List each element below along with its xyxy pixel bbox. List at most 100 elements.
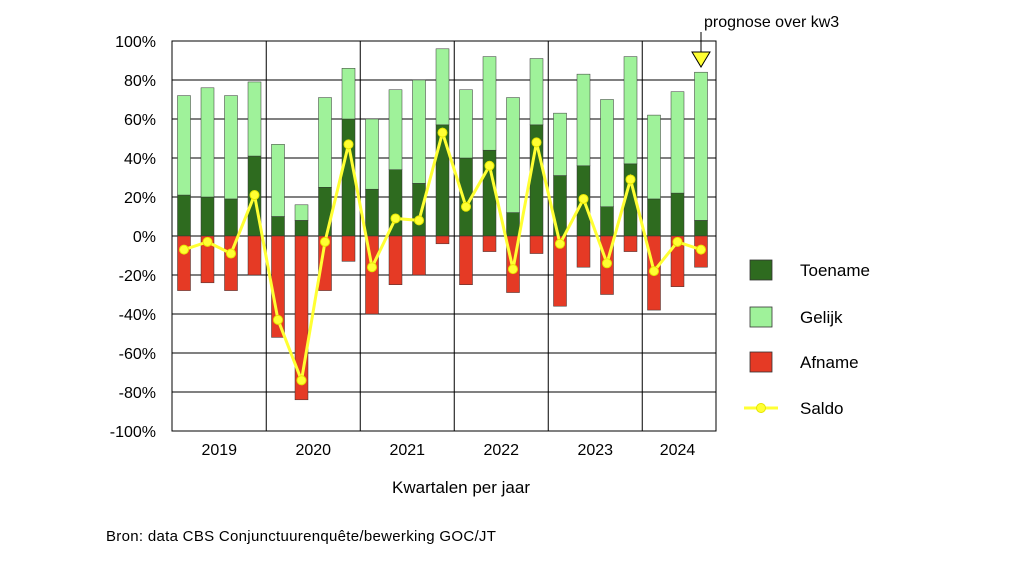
bar-toename bbox=[670, 192, 685, 237]
legend-swatch bbox=[749, 351, 773, 373]
bar-toename bbox=[647, 198, 661, 237]
bar-afname bbox=[412, 235, 426, 276]
saldo-point bbox=[531, 137, 542, 148]
saldo-point bbox=[672, 236, 683, 247]
source-note: Bron: data CBS Conjunctuurenquête/bewerk… bbox=[106, 528, 496, 545]
bar-toename bbox=[177, 194, 191, 237]
y-tick-label: 80% bbox=[124, 73, 156, 90]
bar-gelijk bbox=[435, 48, 450, 126]
saldo-point bbox=[414, 215, 424, 226]
y-tick-label: 20% bbox=[124, 190, 156, 207]
bar-gelijk bbox=[365, 118, 379, 190]
y-tick-label: 40% bbox=[124, 151, 156, 168]
saldo-point bbox=[649, 266, 659, 277]
annotation-text: prognose over kw3 bbox=[704, 14, 839, 31]
legend: Toename Gelijk Afname Saldo bbox=[744, 259, 870, 418]
bar-afname bbox=[435, 235, 450, 245]
bar-gelijk bbox=[388, 89, 403, 170]
year-label: 2024 bbox=[660, 442, 696, 459]
bar-gelijk bbox=[670, 91, 685, 194]
year-label: 2022 bbox=[483, 442, 519, 459]
annotation-arrow-head bbox=[691, 51, 711, 68]
saldo-point bbox=[390, 213, 401, 224]
bar-gelijk bbox=[553, 112, 567, 176]
legend-label: Saldo bbox=[800, 399, 843, 418]
saldo-point bbox=[179, 244, 189, 255]
x-axis-title: Kwartalen per jaar bbox=[392, 478, 530, 497]
y-tick-label: 0% bbox=[133, 229, 156, 246]
bar-toename bbox=[294, 220, 309, 237]
bar-gelijk bbox=[506, 97, 520, 213]
bar-gelijk bbox=[271, 144, 285, 217]
bar-afname bbox=[341, 235, 356, 262]
saldo-point bbox=[320, 236, 330, 247]
bar-toename bbox=[365, 188, 379, 237]
saldo-point bbox=[343, 139, 354, 150]
y-tick-label: -100% bbox=[110, 424, 156, 441]
bar-gelijk bbox=[224, 95, 238, 200]
saldo-point bbox=[602, 258, 612, 269]
year-label: 2019 bbox=[201, 442, 237, 459]
annotation: prognose over kw3 bbox=[691, 14, 839, 68]
y-tick-label: -40% bbox=[119, 307, 156, 324]
legend-saldo-marker bbox=[756, 403, 766, 413]
bar-gelijk bbox=[247, 81, 262, 157]
bar-afname bbox=[200, 235, 215, 284]
bar-afname bbox=[576, 235, 591, 268]
bar-gelijk bbox=[459, 89, 473, 159]
bar-gelijk bbox=[294, 204, 309, 221]
bar-afname bbox=[670, 235, 685, 287]
bar-afname bbox=[224, 235, 238, 291]
y-tick-label: -20% bbox=[119, 268, 156, 285]
saldo-point bbox=[555, 238, 565, 249]
bar-afname bbox=[623, 235, 638, 252]
saldo-point bbox=[484, 160, 495, 171]
bar-afname bbox=[553, 235, 567, 307]
bar-toename bbox=[435, 124, 450, 237]
bar-gelijk bbox=[341, 68, 356, 120]
bar-gelijk bbox=[694, 71, 708, 221]
y-tick-label: 60% bbox=[124, 112, 156, 129]
bar-toename bbox=[412, 183, 426, 237]
bar-gelijk bbox=[576, 73, 591, 167]
legend-label: Gelijk bbox=[800, 308, 843, 327]
bar-afname bbox=[529, 235, 544, 254]
saldo-point bbox=[367, 262, 377, 273]
bar-gelijk bbox=[600, 99, 614, 207]
legend-swatch bbox=[749, 306, 773, 328]
y-tick-labels: -100% -80% -60% -40% -20% 0% 20% 40% 60% 80% 100% bbox=[110, 34, 156, 441]
legend-label: Afname bbox=[800, 353, 859, 372]
bar-afname bbox=[388, 235, 403, 285]
year-label: 2021 bbox=[389, 442, 425, 459]
bar-toename bbox=[271, 216, 285, 237]
saldo-point bbox=[437, 127, 448, 138]
saldo-point bbox=[461, 201, 471, 212]
bar-afname bbox=[482, 235, 497, 252]
bar-toename bbox=[200, 196, 215, 237]
saldo-point bbox=[696, 244, 706, 255]
saldo-point bbox=[508, 264, 518, 275]
bar-gelijk bbox=[200, 87, 215, 198]
saldo-point bbox=[273, 314, 283, 325]
x-tick-labels: 2019 2020 2021 2022 2023 2024 bbox=[201, 442, 695, 459]
saldo-series bbox=[179, 127, 706, 386]
saldo-point bbox=[625, 174, 636, 185]
bar-toename bbox=[341, 118, 356, 237]
bar-afname bbox=[177, 235, 191, 291]
legend-label: Toename bbox=[800, 261, 870, 280]
legend-swatch bbox=[749, 259, 773, 281]
bar-toename bbox=[506, 212, 520, 237]
saldo-point bbox=[578, 193, 589, 204]
saldo-point bbox=[202, 236, 213, 247]
saldo-point bbox=[296, 375, 307, 386]
y-tick-label: 100% bbox=[115, 34, 156, 51]
bar-gelijk bbox=[412, 79, 426, 184]
bars bbox=[177, 48, 708, 401]
bar-gelijk bbox=[529, 58, 544, 126]
bar-toename bbox=[224, 198, 238, 237]
bar-afname bbox=[459, 235, 473, 285]
bar-gelijk bbox=[647, 114, 661, 200]
bar-gelijk bbox=[177, 95, 191, 196]
y-tick-label: -60% bbox=[119, 346, 156, 363]
